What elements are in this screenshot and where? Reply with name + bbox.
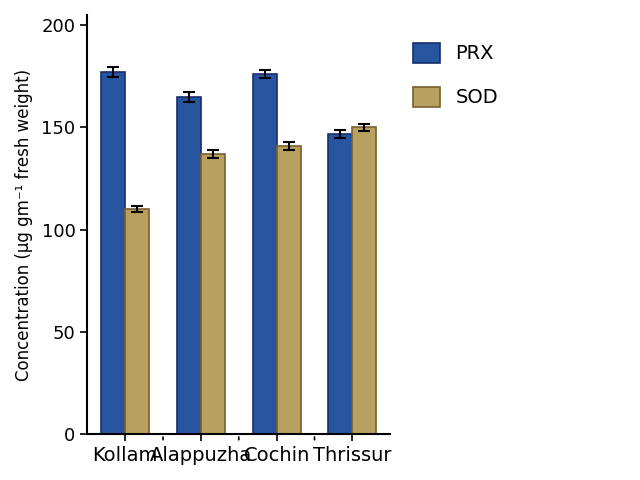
- Legend: PRX, SOD: PRX, SOD: [403, 33, 508, 117]
- Y-axis label: Concentration (μg gm⁻¹ fresh weight): Concentration (μg gm⁻¹ fresh weight): [15, 69, 33, 381]
- Bar: [328, 133, 353, 434]
- Bar: [125, 209, 149, 434]
- Bar: [177, 97, 201, 434]
- Bar: [201, 154, 225, 434]
- Bar: [276, 146, 301, 434]
- Bar: [101, 72, 125, 434]
- Bar: [253, 74, 276, 434]
- Bar: [353, 128, 376, 434]
